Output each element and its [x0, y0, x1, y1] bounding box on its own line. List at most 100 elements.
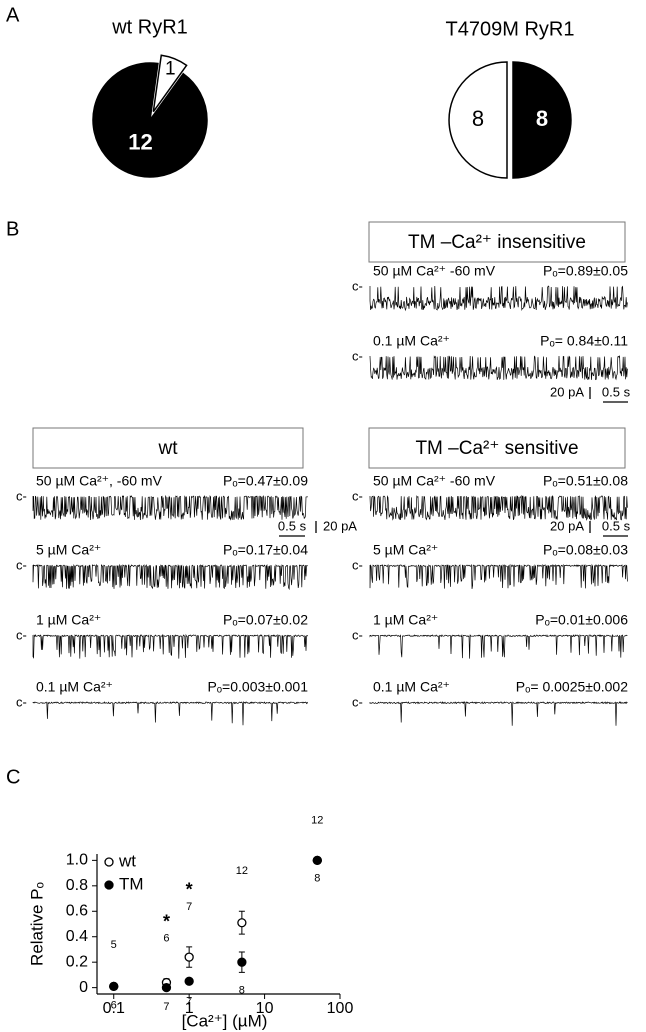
group-title: TM –Ca²⁺ sensitive [415, 438, 578, 459]
time-scale-label: 0.5 s [602, 518, 631, 533]
open-probability: Pₒ=0.89±0.05 [543, 263, 628, 279]
data-point [237, 918, 247, 928]
x-tick-label: 0.1 [103, 1000, 125, 1017]
data-point [312, 855, 322, 866]
closed-level-label: c- [352, 557, 363, 572]
data-point [161, 982, 172, 993]
open-probability: Pₒ= 0.0025±0.002 [516, 679, 628, 695]
pie-slice [448, 61, 508, 179]
current-trace [369, 355, 628, 381]
y-tick-label: 1.0 [66, 852, 88, 869]
trace-condition: 1 µM Ca²⁺ [36, 612, 101, 628]
data-point [109, 981, 119, 992]
x-axis-label: [Ca²⁺] (µM) [182, 1011, 268, 1030]
n-label: 6 [163, 933, 169, 945]
group-box [368, 427, 626, 469]
open-probability: Pₒ=0.17±0.04 [223, 542, 308, 558]
chart-title: T4709M RyR1 [446, 18, 575, 40]
group-title: TM –Ca²⁺ insensitive [408, 232, 586, 253]
y-tick-label: 0.6 [66, 902, 88, 919]
open-probability: Pₒ=0.47±0.09 [223, 473, 308, 489]
current-scale-label: 20 pA [323, 518, 357, 533]
current-scale-label: 20 pA [550, 518, 584, 533]
closed-level-label: c- [352, 694, 363, 709]
slice-label: 8 [472, 106, 484, 131]
n-label: 6 [111, 1000, 117, 1012]
group-box [32, 427, 304, 469]
n-label: 7 [163, 1001, 169, 1013]
closed-level-label: c- [352, 278, 363, 293]
trace-condition: 0.1 µM Ca²⁺ [373, 333, 450, 349]
current-trace [369, 633, 628, 659]
significance-marker: * [186, 880, 193, 900]
closed-level-label: c- [352, 627, 363, 642]
trace-condition: 50 µM Ca²⁺, -60 mV [36, 473, 163, 489]
current-trace [32, 563, 308, 591]
open-probability: Pₒ=0.003±0.001 [207, 679, 308, 695]
panel-label: C [6, 766, 20, 788]
data-point [184, 976, 194, 986]
trace-condition: 1 µM Ca²⁺ [373, 612, 438, 628]
open-probability: Pₒ=0.51±0.08 [543, 473, 628, 489]
n-label: 8 [239, 984, 245, 996]
n-label: 5 [111, 939, 117, 951]
x-tick-label: 10 [256, 1000, 274, 1017]
legend-marker [104, 857, 114, 867]
time-scale-label: 0.5 s [278, 518, 307, 533]
significance-marker: * [163, 911, 170, 931]
open-probability: Pₒ=0.08±0.03 [543, 542, 628, 558]
n-label: 7 [186, 996, 192, 1008]
pie-slice [152, 54, 188, 113]
data-point [184, 952, 194, 962]
x-tick-label: 1 [185, 1000, 194, 1017]
y-tick-label: 0 [79, 979, 88, 996]
panel-label: A [6, 4, 20, 26]
time-scale-label: 0.5 s [602, 384, 631, 399]
current-trace [369, 285, 628, 312]
current-trace [32, 700, 309, 726]
closed-level-label: c- [352, 488, 363, 503]
y-tick-label: 0.2 [66, 953, 88, 970]
slice-label: 1 [165, 58, 176, 79]
y-tick-label: 0.8 [66, 877, 88, 894]
data-point [237, 957, 247, 967]
closed-level-label: c- [16, 488, 27, 503]
y-tick-label: 0.4 [66, 928, 88, 945]
current-scale-label: 20 pA [550, 384, 584, 399]
current-trace [369, 563, 628, 589]
current-trace [369, 701, 628, 726]
n-label: 12 [236, 865, 248, 877]
current-trace [32, 633, 309, 659]
current-trace [369, 494, 628, 521]
pie-slice [92, 62, 208, 178]
pie-slice [512, 61, 572, 179]
open-probability: Pₒ=0.01±0.006 [535, 612, 628, 628]
x-tick-label: 100 [327, 1000, 354, 1017]
closed-level-label: c- [16, 627, 27, 642]
n-label: 12 [311, 814, 323, 826]
chart-title: wt RyR1 [111, 16, 188, 38]
current-trace [32, 494, 308, 521]
legend-marker [104, 880, 114, 890]
open-probability: Pₒ=0.07±0.02 [223, 612, 308, 628]
closed-level-label: c- [352, 348, 363, 363]
group-box [368, 221, 626, 263]
legend-label: TM [119, 874, 144, 893]
trace-condition: 5 µM Ca²⁺ [373, 542, 438, 558]
slice-label: 8 [536, 106, 548, 131]
n-label: 8 [314, 872, 320, 884]
n-label: 7 [186, 901, 192, 913]
open-probability: Pₒ= 0.84±0.11 [540, 333, 628, 349]
slice-label: 12 [128, 130, 152, 155]
closed-level-label: c- [16, 694, 27, 709]
trace-condition: 0.1 µM Ca²⁺ [373, 679, 450, 695]
group-title: wt [158, 438, 179, 459]
trace-condition: 0.1 µM Ca²⁺ [36, 679, 113, 695]
trace-condition: 50 µM Ca²⁺ -60 mV [373, 473, 496, 489]
trace-condition: 5 µM Ca²⁺ [36, 542, 101, 558]
y-axis-label: Relative Pₒ [27, 882, 46, 966]
trace-condition: 50 µM Ca²⁺ -60 mV [373, 263, 496, 279]
panel-label: B [6, 218, 19, 240]
closed-level-label: c- [16, 557, 27, 572]
